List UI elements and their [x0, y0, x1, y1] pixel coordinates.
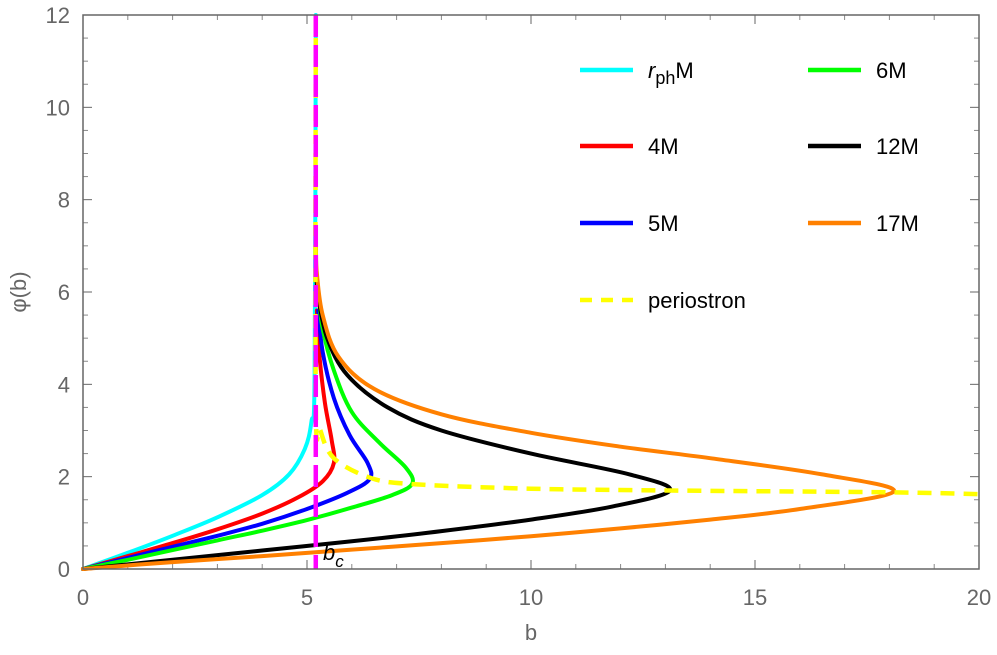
- legend-item: 6M: [808, 58, 907, 83]
- curve-5m: [81, 308, 374, 571]
- curve-4m: [81, 308, 337, 571]
- legend-label: 6M: [876, 58, 907, 83]
- x-tick-labels: 0 5 10 15 20: [77, 585, 991, 610]
- y-tick-label: 10: [46, 95, 70, 120]
- y-tick-labels: 0 2 4 6 8 10 12: [46, 3, 70, 582]
- x-tick-label: 10: [519, 585, 543, 610]
- legend-item: rphM: [580, 58, 694, 88]
- curve-17m: [81, 243, 896, 571]
- legend-item: 4M: [580, 134, 679, 159]
- x-axis-label: b: [525, 620, 537, 645]
- y-tick-label: 6: [58, 280, 70, 305]
- y-axis-label: φ(b): [6, 271, 31, 312]
- x-tick-label: 5: [301, 585, 313, 610]
- curve-6m: [81, 290, 415, 571]
- plot-curves: [81, 13, 980, 571]
- x-tick-label: 20: [967, 585, 991, 610]
- svg-text:bc: bc: [323, 540, 344, 571]
- y-tick-label: 4: [58, 372, 70, 397]
- y-tick-label: 8: [58, 188, 70, 213]
- major-ticks: [82, 14, 980, 570]
- legend-label: 17M: [876, 211, 919, 236]
- bc-main: b: [323, 540, 335, 565]
- legend-item: periostron: [580, 288, 746, 313]
- x-tick-label: 15: [743, 585, 767, 610]
- y-tick-label: 2: [58, 465, 70, 490]
- y-tick-label: 12: [46, 3, 70, 28]
- curve-12m: [81, 266, 672, 571]
- legend-item: 5M: [580, 211, 679, 236]
- plot-frame: [82, 14, 980, 570]
- x-tick-label: 0: [77, 585, 89, 610]
- curve-rph-m: [81, 13, 318, 571]
- legend-item: 17M: [808, 211, 919, 236]
- legend-label: 5M: [648, 211, 679, 236]
- legend-label: periostron: [648, 288, 746, 313]
- bc-annotation: bc: [323, 540, 344, 571]
- legend: rphM 6M 4M 12M 5M 17M periostron: [580, 58, 919, 313]
- y-tick-label: 0: [58, 557, 70, 582]
- legend-label: 4M: [648, 134, 679, 159]
- minor-ticks: [83, 15, 979, 569]
- legend-label: 12M: [876, 134, 919, 159]
- legend-item: 12M: [808, 134, 919, 159]
- legend-label: rphM: [648, 58, 694, 88]
- bc-sub: c: [335, 552, 344, 571]
